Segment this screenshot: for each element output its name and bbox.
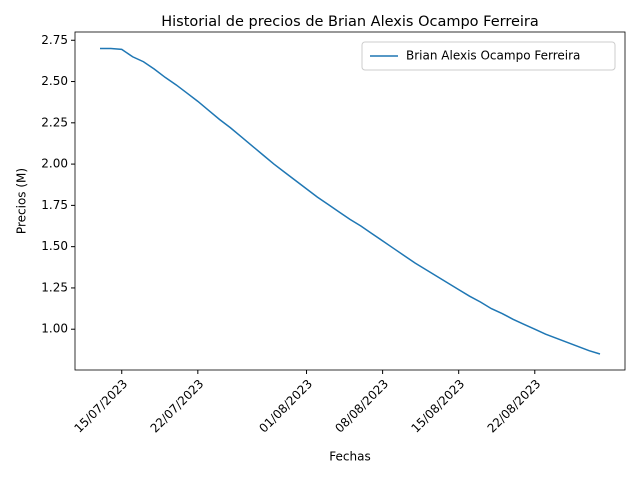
price-line xyxy=(100,47,601,355)
x-tick-label: 01/08/2023 xyxy=(256,377,315,436)
y-tick-label: 1.25 xyxy=(41,280,68,294)
x-tick-label: 15/07/2023 xyxy=(72,377,131,436)
plot-frame xyxy=(74,31,626,371)
y-tick-label: 1.75 xyxy=(41,198,68,212)
x-tick-label: 08/08/2023 xyxy=(332,377,391,436)
x-tick-label: 15/08/2023 xyxy=(408,377,467,436)
y-tick-label: 2.25 xyxy=(41,115,68,129)
y-axis-label: Precios (M) xyxy=(15,168,29,234)
y-tick-label: 2.50 xyxy=(41,74,68,88)
legend-box xyxy=(361,41,616,71)
x-tick-label: 22/08/2023 xyxy=(485,377,544,436)
chart-title: Historial de precios de Brian Alexis Oca… xyxy=(161,14,539,30)
y-tick-label: 1.50 xyxy=(41,239,68,253)
x-axis-label: Fechas xyxy=(329,450,370,464)
legend-label: Brian Alexis Ocampo Ferreira xyxy=(406,49,580,63)
y-tick-label: 1.00 xyxy=(41,322,68,336)
y-tick-label: 2.75 xyxy=(41,33,68,47)
x-tick-label: 22/07/2023 xyxy=(148,377,207,436)
y-tick-label: 2.00 xyxy=(41,157,68,171)
